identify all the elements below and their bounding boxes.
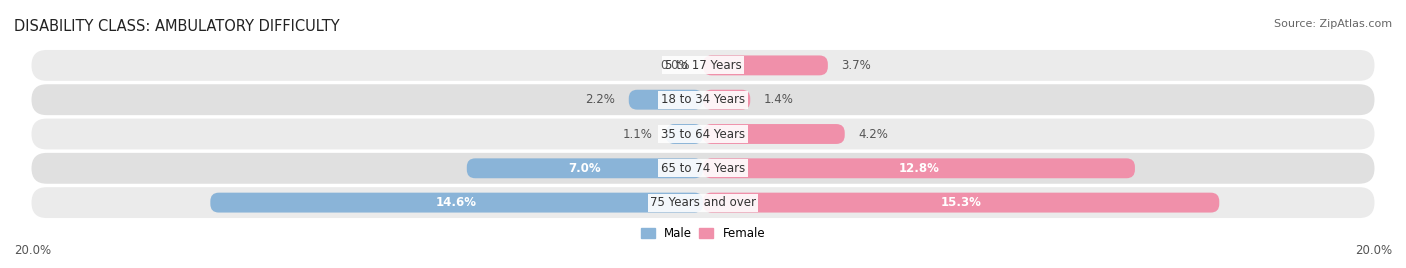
Text: 20.0%: 20.0% xyxy=(1355,244,1392,257)
FancyBboxPatch shape xyxy=(211,193,703,213)
Text: 1.1%: 1.1% xyxy=(623,128,652,140)
FancyBboxPatch shape xyxy=(31,118,1375,150)
Text: 20.0%: 20.0% xyxy=(14,244,51,257)
Text: 75 Years and over: 75 Years and over xyxy=(650,196,756,209)
FancyBboxPatch shape xyxy=(703,124,845,144)
FancyBboxPatch shape xyxy=(31,84,1375,115)
FancyBboxPatch shape xyxy=(703,158,1135,178)
Text: 35 to 64 Years: 35 to 64 Years xyxy=(661,128,745,140)
FancyBboxPatch shape xyxy=(628,90,703,110)
Text: Source: ZipAtlas.com: Source: ZipAtlas.com xyxy=(1274,19,1392,29)
Text: 15.3%: 15.3% xyxy=(941,196,981,209)
Text: 14.6%: 14.6% xyxy=(436,196,477,209)
FancyBboxPatch shape xyxy=(703,90,751,110)
FancyBboxPatch shape xyxy=(467,158,703,178)
Text: 18 to 34 Years: 18 to 34 Years xyxy=(661,93,745,106)
Text: 4.2%: 4.2% xyxy=(858,128,889,140)
Text: 12.8%: 12.8% xyxy=(898,162,939,175)
Text: 5 to 17 Years: 5 to 17 Years xyxy=(665,59,741,72)
FancyBboxPatch shape xyxy=(703,193,1219,213)
Text: 7.0%: 7.0% xyxy=(568,162,602,175)
Legend: Male, Female: Male, Female xyxy=(636,222,770,245)
FancyBboxPatch shape xyxy=(703,55,828,75)
FancyBboxPatch shape xyxy=(31,153,1375,184)
FancyBboxPatch shape xyxy=(31,187,1375,218)
Text: 65 to 74 Years: 65 to 74 Years xyxy=(661,162,745,175)
Text: 3.7%: 3.7% xyxy=(841,59,872,72)
Text: 1.4%: 1.4% xyxy=(763,93,793,106)
Text: 0.0%: 0.0% xyxy=(659,59,689,72)
FancyBboxPatch shape xyxy=(666,124,703,144)
Text: DISABILITY CLASS: AMBULATORY DIFFICULTY: DISABILITY CLASS: AMBULATORY DIFFICULTY xyxy=(14,19,340,34)
Text: 2.2%: 2.2% xyxy=(585,93,616,106)
FancyBboxPatch shape xyxy=(31,50,1375,81)
